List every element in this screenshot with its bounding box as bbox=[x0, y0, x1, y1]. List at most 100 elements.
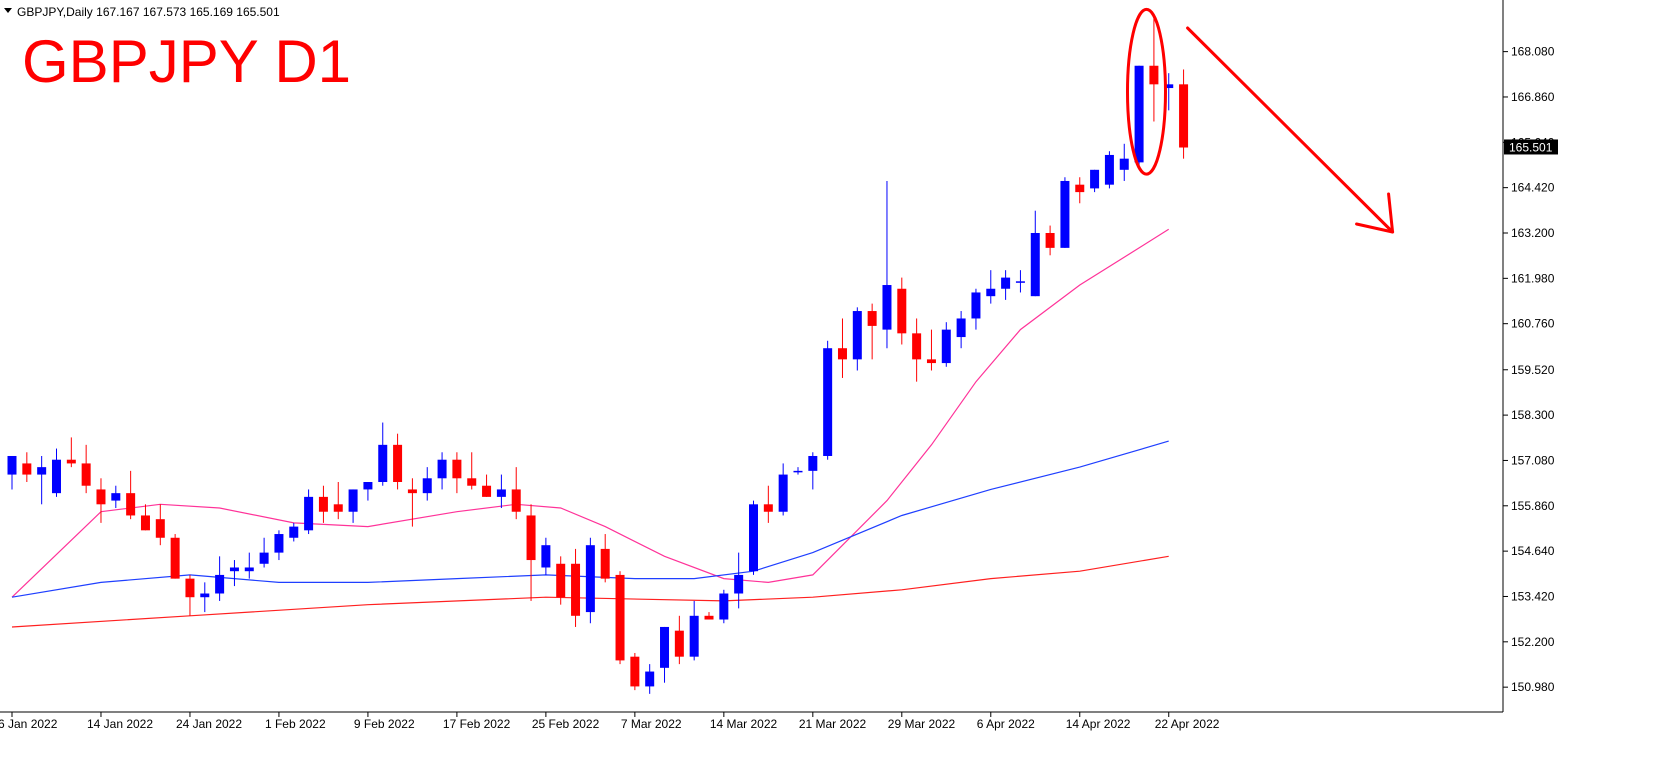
candle bbox=[378, 422, 388, 486]
annotations bbox=[1125, 7, 1395, 234]
candle bbox=[1030, 210, 1040, 297]
candle bbox=[571, 548, 581, 627]
candle bbox=[511, 467, 521, 520]
candle bbox=[867, 303, 877, 360]
current-price-tag: 165.501 bbox=[1504, 139, 1558, 155]
candle-body bbox=[215, 574, 225, 594]
candle bbox=[1149, 17, 1159, 122]
candle-body bbox=[496, 489, 506, 497]
candle-body bbox=[674, 630, 684, 657]
y-tick-label: 154.640 bbox=[1511, 544, 1555, 558]
candle bbox=[467, 452, 477, 490]
candle bbox=[289, 522, 299, 542]
candle-body bbox=[393, 444, 403, 483]
candle-body bbox=[615, 574, 625, 661]
candle bbox=[1164, 73, 1174, 111]
y-tick-label: 168.080 bbox=[1511, 45, 1555, 59]
y-tick-label: 161.980 bbox=[1511, 271, 1555, 285]
x-tick-label: 22 Apr 2022 bbox=[1155, 717, 1220, 731]
candle-body bbox=[200, 593, 210, 598]
candle-body bbox=[526, 515, 536, 561]
candle-body bbox=[111, 493, 121, 501]
candle bbox=[763, 485, 773, 523]
candles bbox=[7, 17, 1189, 694]
candle bbox=[1060, 177, 1070, 248]
candle-body bbox=[912, 333, 922, 360]
y-tick-label: 150.980 bbox=[1511, 680, 1555, 694]
x-tick-label: 24 Jan 2022 bbox=[176, 717, 242, 731]
candle-body bbox=[348, 489, 358, 512]
candle-body bbox=[318, 496, 328, 512]
candle bbox=[689, 600, 699, 661]
candle bbox=[7, 455, 17, 490]
candle-body bbox=[704, 615, 714, 620]
candle-body bbox=[660, 626, 670, 668]
candle-body bbox=[882, 285, 892, 330]
candle bbox=[393, 433, 403, 490]
candle-body bbox=[897, 288, 907, 334]
candle-body bbox=[808, 455, 818, 471]
candle bbox=[333, 482, 343, 520]
candle-body bbox=[81, 463, 91, 486]
candle-body bbox=[926, 359, 936, 364]
candle-body bbox=[734, 574, 744, 594]
candle-body bbox=[1149, 65, 1159, 85]
candle bbox=[170, 534, 180, 579]
candle bbox=[541, 537, 551, 575]
candle-body bbox=[689, 615, 699, 657]
candle bbox=[749, 500, 758, 575]
candle-body bbox=[185, 578, 195, 598]
candle bbox=[600, 534, 610, 583]
candle-body bbox=[1179, 84, 1189, 148]
x-tick-label: 17 Feb 2022 bbox=[443, 717, 511, 731]
candle-body bbox=[600, 548, 610, 579]
candle bbox=[407, 478, 417, 527]
candle-body bbox=[1030, 232, 1040, 297]
candle bbox=[37, 455, 47, 505]
candle-body bbox=[289, 526, 299, 538]
candle bbox=[926, 329, 936, 371]
dropdown-triangle-icon[interactable] bbox=[4, 8, 12, 13]
y-tick-label: 152.200 bbox=[1511, 635, 1555, 649]
candle-body bbox=[66, 459, 76, 464]
candle-body bbox=[749, 504, 758, 572]
y-tick-label: 158.300 bbox=[1511, 408, 1555, 422]
candle-body bbox=[1075, 184, 1085, 193]
candle bbox=[185, 574, 195, 616]
candle bbox=[259, 537, 269, 568]
candle bbox=[422, 467, 432, 501]
candle bbox=[808, 452, 818, 490]
candle-body bbox=[37, 467, 47, 475]
x-tick-label: 25 Feb 2022 bbox=[532, 717, 600, 731]
candle bbox=[215, 556, 225, 601]
y-tick-label: 159.520 bbox=[1511, 363, 1555, 377]
candle bbox=[81, 444, 91, 494]
candle-body bbox=[1060, 180, 1070, 248]
candle bbox=[882, 180, 892, 349]
y-tick-label: 160.760 bbox=[1511, 317, 1555, 331]
symbol-info: GBPJPY,Daily 167.167 167.573 165.169 165… bbox=[17, 5, 280, 19]
candle-body bbox=[170, 537, 180, 579]
x-tick-label: 6 Jan 2022 bbox=[0, 717, 58, 731]
candle-body bbox=[1015, 281, 1025, 283]
candle bbox=[1104, 151, 1114, 189]
candle bbox=[1134, 65, 1144, 167]
y-tick-label: 166.860 bbox=[1511, 90, 1555, 104]
candle-body bbox=[140, 515, 150, 531]
candle bbox=[363, 482, 373, 501]
candle bbox=[496, 474, 506, 509]
candle bbox=[585, 537, 595, 624]
candle bbox=[956, 311, 966, 349]
candle-body bbox=[422, 478, 432, 494]
x-tick-label: 1 Feb 2022 bbox=[265, 717, 326, 731]
candle bbox=[630, 652, 640, 691]
x-tick-label: 14 Mar 2022 bbox=[710, 717, 778, 731]
candle bbox=[140, 504, 150, 531]
candle bbox=[704, 612, 714, 620]
candle bbox=[660, 626, 670, 683]
candle bbox=[645, 664, 655, 694]
candle-body bbox=[1104, 154, 1114, 185]
candle bbox=[719, 589, 729, 624]
